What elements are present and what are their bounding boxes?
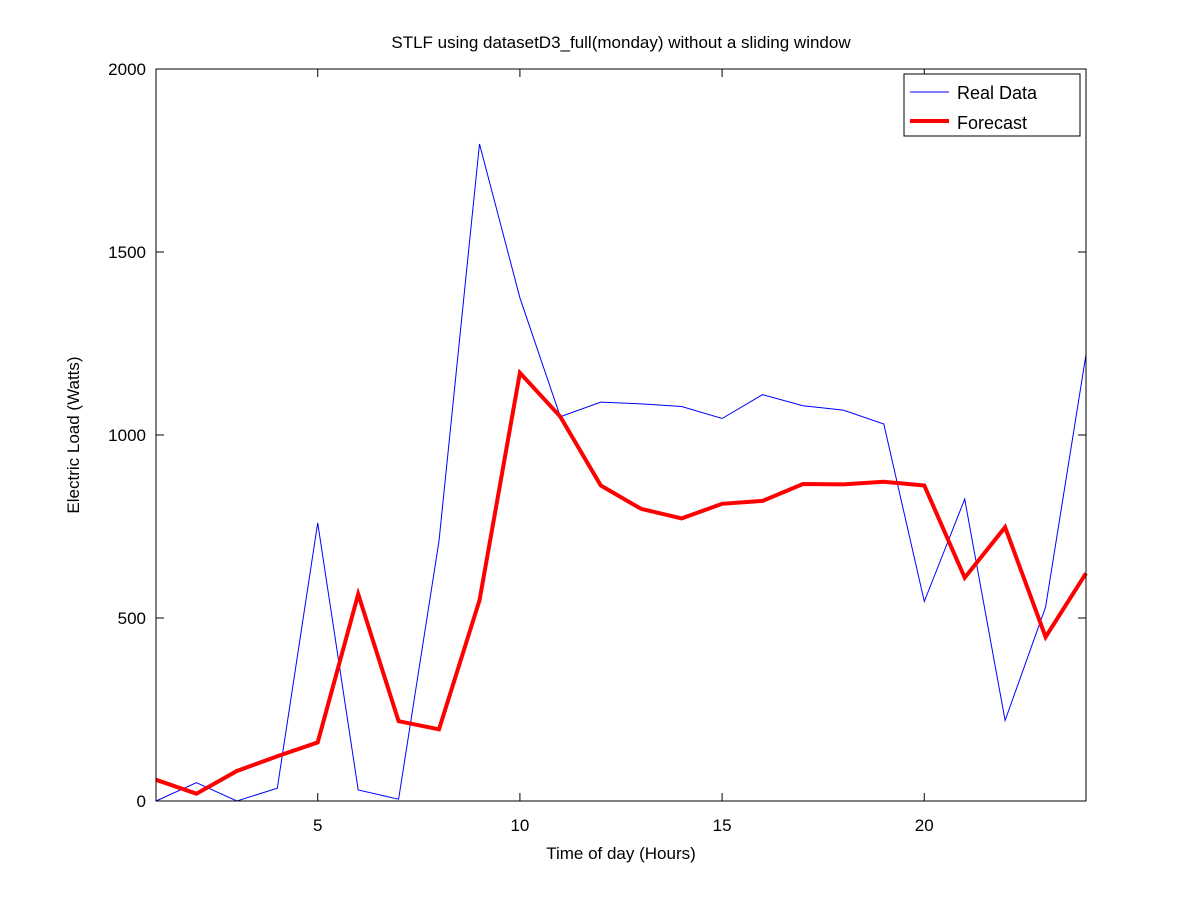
y-tick-label: 1500 bbox=[108, 243, 146, 262]
plot-frame bbox=[155, 68, 1087, 802]
x-axis-title: Time of day (Hours) bbox=[546, 844, 696, 863]
x-tick-label: 15 bbox=[713, 816, 732, 835]
series-line-forecast bbox=[155, 368, 1088, 796]
series-line-real-data bbox=[155, 143, 1087, 802]
x-tick-label: 20 bbox=[915, 816, 934, 835]
legend-box bbox=[903, 73, 1081, 137]
y-axis-title: Electric Load (Watts) bbox=[64, 356, 83, 513]
legend-label-forecast: Forecast bbox=[957, 113, 1027, 133]
y-tick-label: 0 bbox=[137, 792, 146, 811]
x-tick-label: 5 bbox=[313, 816, 322, 835]
series-lines bbox=[155, 143, 1088, 802]
legend: Real Data Forecast bbox=[903, 73, 1081, 137]
chart-title: STLF using datasetD3_full(monday) withou… bbox=[391, 33, 851, 52]
legend-label-real-data: Real Data bbox=[957, 83, 1038, 103]
y-tick-label: 500 bbox=[118, 609, 146, 628]
y-tick-label: 2000 bbox=[108, 60, 146, 79]
axis-ticks: 0 500 1000 1500 2000 5 10 15 20 bbox=[108, 60, 1086, 835]
y-tick-label: 1000 bbox=[108, 426, 146, 445]
x-tick-label: 10 bbox=[510, 816, 529, 835]
